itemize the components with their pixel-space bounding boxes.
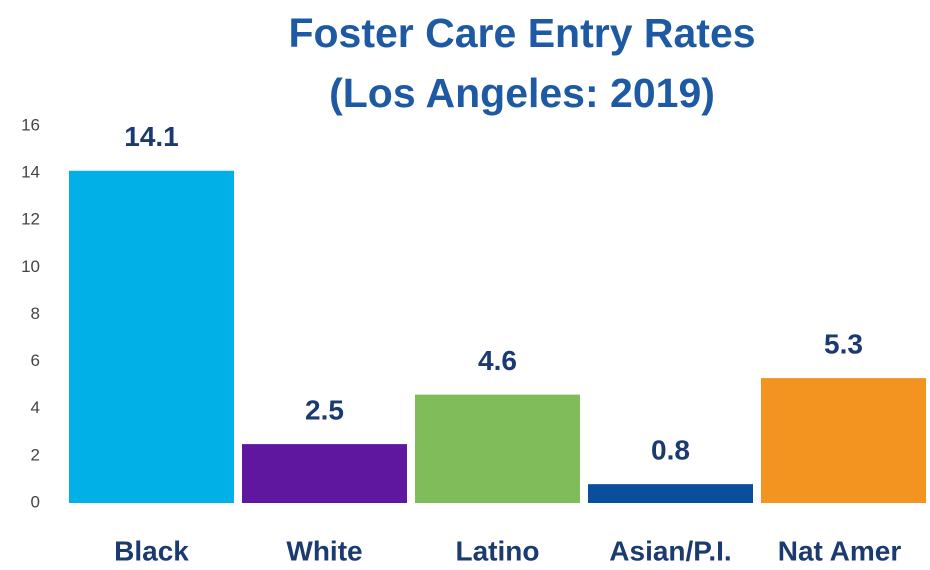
value-label: 0.8 [651, 435, 690, 466]
y-tick-label: 4 [31, 398, 40, 417]
bar [242, 444, 407, 503]
chart-title: Foster Care Entry Rates [288, 10, 755, 56]
y-tick-label: 8 [31, 304, 40, 323]
y-tick-label: 12 [21, 210, 40, 229]
x-tick-label: Black [114, 535, 189, 566]
x-tick-label: White [286, 535, 362, 566]
value-label: 2.5 [305, 394, 344, 425]
chart-title: (Los Angeles: 2019) [329, 70, 715, 116]
y-tick-label: 10 [21, 257, 40, 276]
y-tick-label: 2 [31, 445, 40, 464]
x-tick-label: Latino [456, 535, 540, 566]
bar [415, 394, 580, 503]
value-label: 4.6 [478, 345, 517, 376]
bar [588, 484, 753, 503]
x-tick-label: Nat Amer [778, 535, 902, 566]
y-tick-label: 16 [21, 115, 40, 134]
bar [69, 170, 234, 504]
y-tick-label: 14 [21, 163, 40, 182]
value-label: 5.3 [824, 329, 863, 360]
y-tick-label: 6 [31, 351, 40, 370]
value-label: 14.1 [124, 121, 179, 152]
bar [761, 378, 926, 503]
y-tick-label: 0 [31, 492, 40, 511]
x-tick-label: Asian/P.I. [609, 535, 731, 566]
